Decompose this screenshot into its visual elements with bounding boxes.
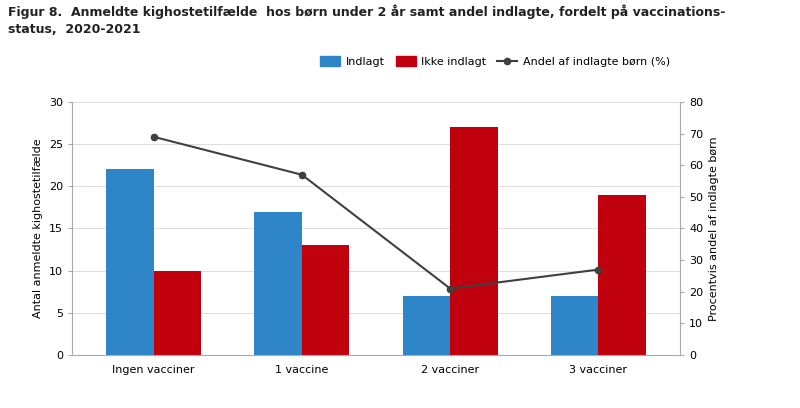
Y-axis label: Procentvis andel af indlagte børn: Procentvis andel af indlagte børn xyxy=(709,136,718,321)
Bar xyxy=(551,296,598,355)
Bar xyxy=(598,195,646,355)
Bar xyxy=(302,245,350,355)
Y-axis label: Antal anmeldte kighostetilfælde: Antal anmeldte kighostetilfælde xyxy=(34,139,43,318)
Bar xyxy=(450,127,498,355)
Bar xyxy=(154,271,201,355)
Bar xyxy=(254,212,302,355)
Bar xyxy=(106,169,154,355)
Bar xyxy=(402,296,450,355)
Text: Figur 8.  Anmeldte kighostetilfælde  hos børn under 2 år samt andel indlagte, fo: Figur 8. Anmeldte kighostetilfælde hos b… xyxy=(8,4,726,35)
Legend: Indlagt, Ikke indlagt, Andel af indlagte børn (%): Indlagt, Ikke indlagt, Andel af indlagte… xyxy=(315,52,674,71)
